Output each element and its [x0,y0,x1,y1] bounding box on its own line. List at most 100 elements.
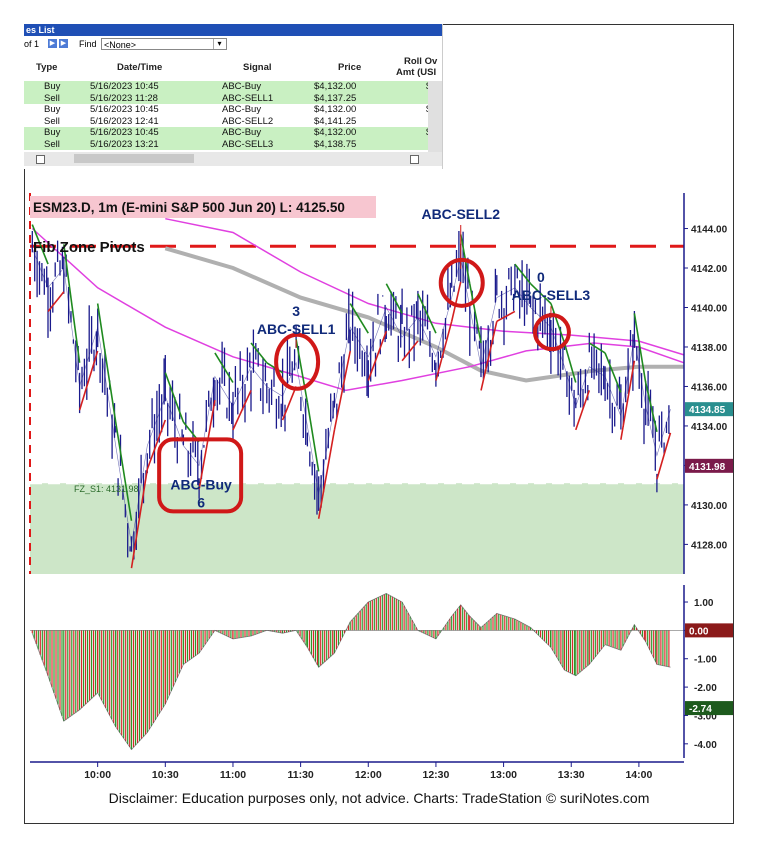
order-row[interactable]: Sell 5/16/2023 12:41 ABC-SELL2 $4,141.25 [24,116,442,128]
next-page-icon[interactable]: ▶ [48,39,57,48]
order-cell-price: $4,132.00 [314,127,357,138]
horizontal-scrollbar[interactable] [24,152,442,166]
order-cell-datetime: 5/16/2023 12:41 [90,115,159,127]
trailing-stop-segment [435,321,453,381]
trailing-stop-segment [550,303,566,344]
trailing-stop-segment [514,263,532,285]
trailing-stop-segment [114,421,133,521]
trailing-stop-segment [604,352,622,393]
order-row[interactable]: Sell 5/16/2023 13:21 ABC-SELL3 $4,138.75 [24,138,442,150]
col-header-signal[interactable]: Signal [243,62,272,73]
trailing-stop-segment [633,313,647,383]
trailing-stop-segment [96,303,117,423]
order-cell-price: $4,137.25 [314,92,357,104]
signal-abc-buy-label: ABC-Buy [170,476,232,492]
chart-title-bg [30,196,376,218]
find-dropdown-icon[interactable]: ▾ [213,39,225,49]
footer-checkbox-left[interactable] [36,155,45,164]
oscillator-value-tag-bg [685,701,733,716]
order-list-toolbar: of 1 ▶ ▶ Find <None> ▾ [24,36,442,52]
price-axis-tick-label: 4128.00 [691,540,728,551]
trailing-stop-segment [574,390,591,431]
price-axis-tick-label: 4138.00 [691,343,728,354]
order-cell-type: Sell [44,92,60,104]
oscillator-axis-tick-label: -4.00 [694,740,717,751]
oscillator-zero-tag-bg [685,623,733,638]
trailing-stop-segment [401,340,419,362]
trailing-stop-segment [450,281,462,322]
trailing-stop-segment [295,338,309,403]
ma-magenta-upper-line [165,217,685,356]
time-axis-tick-label: 12:00 [355,769,382,781]
order-cell-price: $4,132.00 [314,81,357,92]
oscillator-axis-tick-label: 1.00 [694,598,714,609]
order-cell-signal: ABC-Buy [222,81,262,92]
vertical-scrollbar[interactable] [428,81,442,152]
oscillator-line [31,593,671,751]
signal-abc-sell3-count: 0 [537,269,545,285]
signal-abc-buy-highlight [157,437,244,514]
support-price-tag: 4131.98 [689,462,726,473]
col-header-amt[interactable]: Amt (USI [396,67,437,78]
support-price-tag-bg [685,458,733,473]
study-label: Fib Zone Pivots [33,239,145,256]
trailing-stop-segment [656,432,672,480]
oscillator-axis-tick-label: -1.00 [694,655,717,666]
signal-abc-sell3-label: ABC-SELL3 [512,287,591,303]
order-cell-type: Sell [44,138,60,150]
trailing-stop-segment [644,382,658,433]
find-select-value: <None> [104,40,137,50]
trailing-stop-segment [468,283,482,344]
order-cell-type: Buy [44,81,61,92]
col-header-datetime[interactable]: Date/Time [117,62,163,73]
signal-abc-sell1-highlight [274,332,321,391]
trailing-stop-segment [47,291,65,312]
trailing-stop [31,224,672,569]
price-axis-tick-label: 4130.00 [691,501,728,512]
time-axis-tick-label: 11:00 [220,769,246,781]
order-row[interactable]: Sell 5/16/2023 11:28 ABC-SELL1 $4,137.25 [24,92,442,104]
order-cell-datetime: 5/16/2023 10:45 [90,81,159,92]
time-axis-tick-label: 14:00 [625,769,652,781]
footer-disclaimer: Disclaimer: Education purposes only, not… [108,790,650,806]
close-line [32,248,671,545]
find-select[interactable]: <None> ▾ [101,38,227,50]
trailing-stop-segment [480,321,498,391]
signal-abc-sell2-label: ABC-SELL2 [421,206,500,222]
time-axis-tick-label: 11:30 [287,769,313,781]
trailing-stop-segment [349,303,369,334]
price-axis-tick-label: 4134.00 [691,422,728,433]
trailing-stop-segment [281,386,297,421]
trailing-stop-segment [530,283,552,305]
trailing-stop-segment [333,350,352,431]
trailing-stop-segment [563,342,577,383]
trailing-stop-segment [317,429,336,519]
order-list-header: Type Date/Time Signal Price Roll Ov Amt … [24,56,442,80]
time-axis-tick-label: 10:30 [152,769,179,781]
footer-checkbox-right[interactable] [410,155,419,164]
order-cell-datetime: 5/16/2023 13:21 [90,138,159,150]
time-axis-tick-label: 13:00 [490,769,517,781]
signal-abc-sell2-highlight [438,257,485,308]
col-header-type[interactable]: Type [36,62,58,73]
scrollbar-thumb[interactable] [74,154,194,163]
price-axis-tick-label: 4142.00 [691,264,728,275]
oscillator-zero-tag: 0.00 [689,626,709,637]
order-cell-signal: ABC-Buy [222,127,262,138]
ma-gray-line [164,246,684,383]
price-axis-tick-label: 4144.00 [691,225,728,236]
order-cell-signal: ABC-Buy [222,104,262,115]
trailing-stop-segment [367,330,388,381]
order-cell-datetime: 5/16/2023 10:45 [90,104,159,115]
order-cell-price: $4,141.25 [314,115,357,127]
last-page-icon[interactable]: ▶ [59,39,68,48]
trailing-stop-segment [620,360,636,440]
signal-abc-buy-count: 6 [197,494,205,510]
support-zone-label: FZ_S1: 4131.98 [74,484,139,494]
order-list-panel: es List of 1 ▶ ▶ Find <None> ▾ Type Date… [24,24,443,169]
col-header-price[interactable]: Price [338,62,362,73]
trailing-stop-segment [130,469,149,569]
col-header-roll-over[interactable]: Roll Ov [404,56,438,67]
trailing-stop-segment [417,293,437,334]
